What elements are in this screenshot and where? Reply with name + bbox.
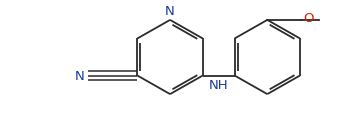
Text: O: O	[303, 12, 314, 25]
Text: N: N	[165, 5, 175, 18]
Text: N: N	[75, 69, 85, 82]
Text: NH: NH	[209, 79, 228, 92]
